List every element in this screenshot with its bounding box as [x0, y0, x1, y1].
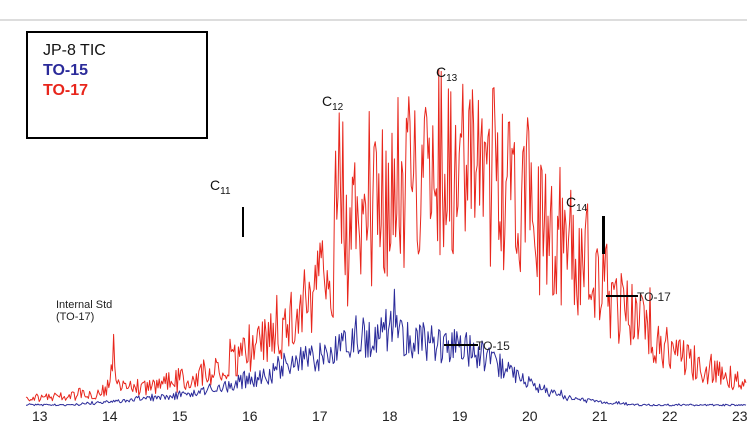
x-tick-label: 20 [522, 408, 538, 424]
series-layer [25, 69, 747, 407]
to17-marker-label: TO-17 [637, 290, 671, 304]
x-tick-label: 22 [662, 408, 678, 424]
legend-entry-to17: TO-17 [43, 82, 89, 99]
marker-layer [242, 207, 638, 346]
legend-title: JP-8 TIC [43, 42, 106, 59]
internal-std-label: Internal Std (TO-17) [56, 299, 113, 323]
x-tick-label: 23 [732, 408, 747, 424]
x-tick-label: 18 [382, 408, 398, 424]
x-tick-label: 15 [172, 408, 188, 424]
series-line-to15 [25, 288, 747, 407]
x-tick-label: 17 [312, 408, 328, 424]
x-tick-label: 13 [32, 408, 48, 424]
peak-label-c12: C12 [322, 93, 344, 113]
peak-label-c14: C14 [566, 194, 588, 214]
legend-entry-to15: TO-15 [43, 62, 89, 79]
x-axis-ticks: 13 14 15 16 17 18 19 20 21 22 23 [0, 408, 747, 424]
peak-label-c11: C11 [210, 177, 231, 197]
x-tick-label: 16 [242, 408, 258, 424]
peak-label-c13: C13 [436, 64, 458, 84]
to15-marker-label: TO-15 [476, 339, 510, 353]
legend: JP-8 TIC TO-15 TO-17 [26, 31, 208, 139]
x-tick-label: 19 [452, 408, 468, 424]
x-tick-label: 21 [592, 408, 608, 424]
x-tick-label: 14 [102, 408, 118, 424]
series-line-to17 [25, 69, 747, 402]
